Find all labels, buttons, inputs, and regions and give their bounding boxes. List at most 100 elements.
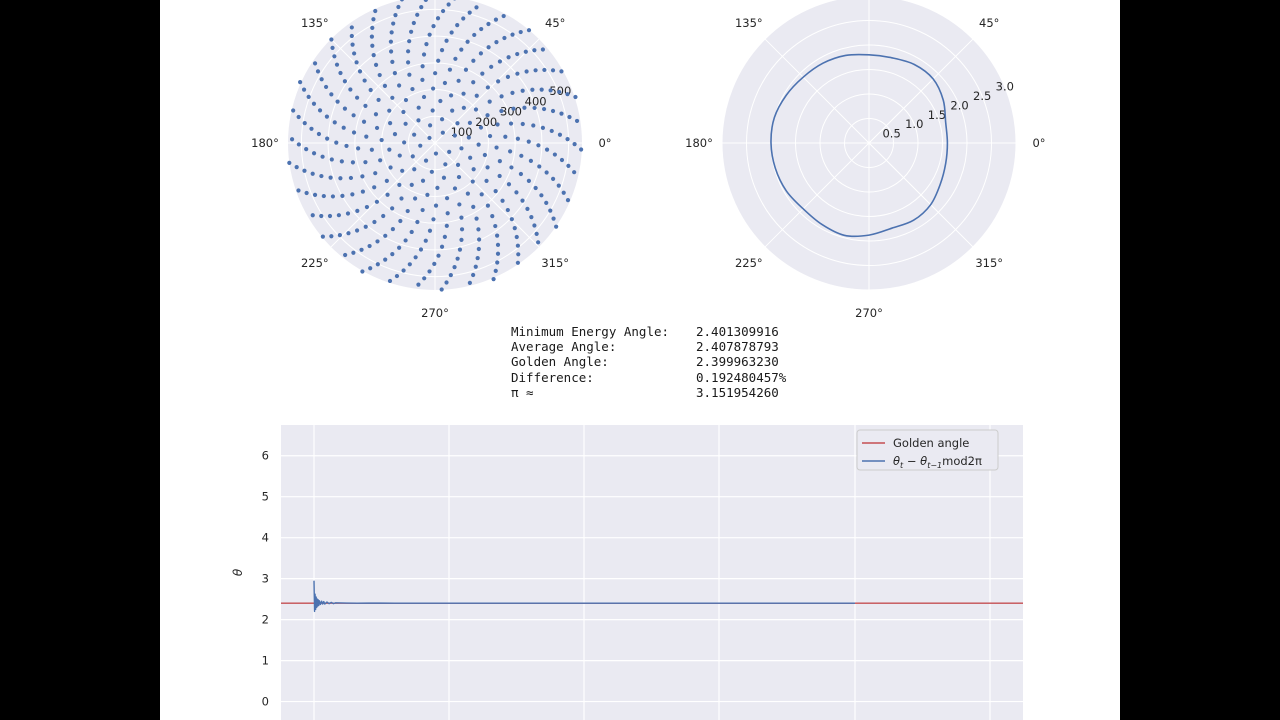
scatter-point xyxy=(542,67,547,73)
scatter-point xyxy=(407,262,412,267)
scatter-point xyxy=(473,264,478,269)
scatter-point xyxy=(377,72,382,78)
y-tick-label: 3 xyxy=(262,572,269,586)
scatter-point xyxy=(412,167,417,172)
scatter-point xyxy=(363,103,368,108)
scatter-point xyxy=(536,143,541,148)
scatter-point xyxy=(355,95,360,100)
scatter-point xyxy=(385,192,390,197)
stats-value: 3.151954260 xyxy=(696,384,779,400)
scatter-point xyxy=(374,199,380,204)
scatter-point xyxy=(393,12,398,18)
scatter-point xyxy=(433,71,438,76)
y-axis-label: θ xyxy=(231,568,245,576)
theta-tick-label: 45° xyxy=(545,16,565,30)
scatter-point xyxy=(518,29,523,35)
scatter-point xyxy=(493,268,498,274)
scatter-point xyxy=(427,32,432,37)
scatter-point xyxy=(444,38,449,43)
scatter-point xyxy=(433,203,439,208)
r-tick-label: 1.0 xyxy=(905,117,923,131)
scatter-point xyxy=(515,51,520,57)
scatter-point xyxy=(390,95,395,100)
scatter-point xyxy=(471,80,476,85)
theta-tick-label: 315° xyxy=(975,256,1003,270)
scatter-point xyxy=(431,24,436,29)
scatter-point xyxy=(342,79,347,84)
scatter-point xyxy=(429,169,434,174)
scatter-point xyxy=(344,143,349,149)
scatter-point xyxy=(341,125,346,130)
scatter-point xyxy=(559,157,565,163)
r-tick-label: 400 xyxy=(525,94,547,108)
scatter-point xyxy=(452,265,457,270)
scatter-point xyxy=(574,118,580,124)
theta-tick-label: 180° xyxy=(251,136,279,150)
scatter-point xyxy=(363,224,368,229)
scatter-point xyxy=(515,136,520,141)
scatter-point xyxy=(446,2,451,7)
scatter-point xyxy=(371,53,376,58)
scatter-point xyxy=(390,206,395,211)
scatter-point xyxy=(369,147,374,152)
scatter-point xyxy=(296,188,301,193)
scatter-point xyxy=(405,208,410,214)
scatter-point xyxy=(510,32,515,37)
plot-series xyxy=(281,580,1023,613)
scatter-point xyxy=(461,91,466,96)
scatter-point xyxy=(514,234,519,240)
scatter-point xyxy=(415,219,420,225)
scatter-point xyxy=(328,175,333,180)
scatter-point xyxy=(321,193,326,199)
scatter-point xyxy=(479,192,484,197)
scatter-point xyxy=(418,143,423,148)
scatter-point xyxy=(422,276,427,281)
scatter-point xyxy=(455,121,460,126)
scatter-point xyxy=(372,185,377,190)
scatter-point xyxy=(390,252,395,257)
scatter-point xyxy=(470,179,475,184)
scatter-point xyxy=(511,106,516,111)
scatter-point xyxy=(444,280,449,285)
scatter-point xyxy=(355,208,360,213)
scatter-point xyxy=(533,68,538,73)
scatter-point xyxy=(444,196,450,201)
scatter-point xyxy=(561,190,566,195)
scatter-point xyxy=(302,168,307,173)
scatter-point xyxy=(494,145,499,150)
scatter-point xyxy=(294,165,299,170)
scatter-point xyxy=(442,234,447,239)
scatter-point xyxy=(505,74,511,79)
scatter-point xyxy=(411,20,416,26)
scatter-point xyxy=(455,256,460,261)
scatter-point xyxy=(349,25,354,30)
scatter-point xyxy=(541,106,547,112)
stats-row-pi: π ≈ 3.151954260 xyxy=(511,385,786,400)
scatter-point xyxy=(514,190,519,195)
theta-tick-label: 180° xyxy=(685,136,713,150)
scatter-point xyxy=(392,70,397,76)
scatter-point xyxy=(456,174,462,180)
scatter-point xyxy=(427,228,433,233)
polar-grid-spoke xyxy=(330,38,436,144)
scatter-point xyxy=(494,40,499,45)
scatter-point xyxy=(310,213,315,218)
scatter-point xyxy=(351,130,357,135)
scatter-point xyxy=(565,92,570,97)
scatter-point xyxy=(453,56,458,61)
scatter-point xyxy=(528,158,534,163)
scatter-point xyxy=(515,71,520,76)
scatter-point xyxy=(502,35,507,41)
scatter-point xyxy=(463,67,469,72)
scatter-point xyxy=(359,247,364,252)
scatter-point xyxy=(503,134,508,139)
scatter-point xyxy=(485,203,491,208)
scatter-point xyxy=(532,223,537,228)
scatter-point xyxy=(383,257,388,262)
scatter-point xyxy=(427,269,432,274)
scatter-point xyxy=(565,137,570,142)
scatter-point xyxy=(371,17,376,22)
scatter-point xyxy=(375,239,380,244)
scatter-point xyxy=(416,118,421,123)
scatter-point xyxy=(549,128,554,134)
